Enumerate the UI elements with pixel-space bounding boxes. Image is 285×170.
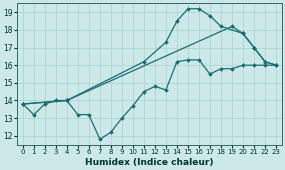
X-axis label: Humidex (Indice chaleur): Humidex (Indice chaleur) (85, 158, 214, 167)
